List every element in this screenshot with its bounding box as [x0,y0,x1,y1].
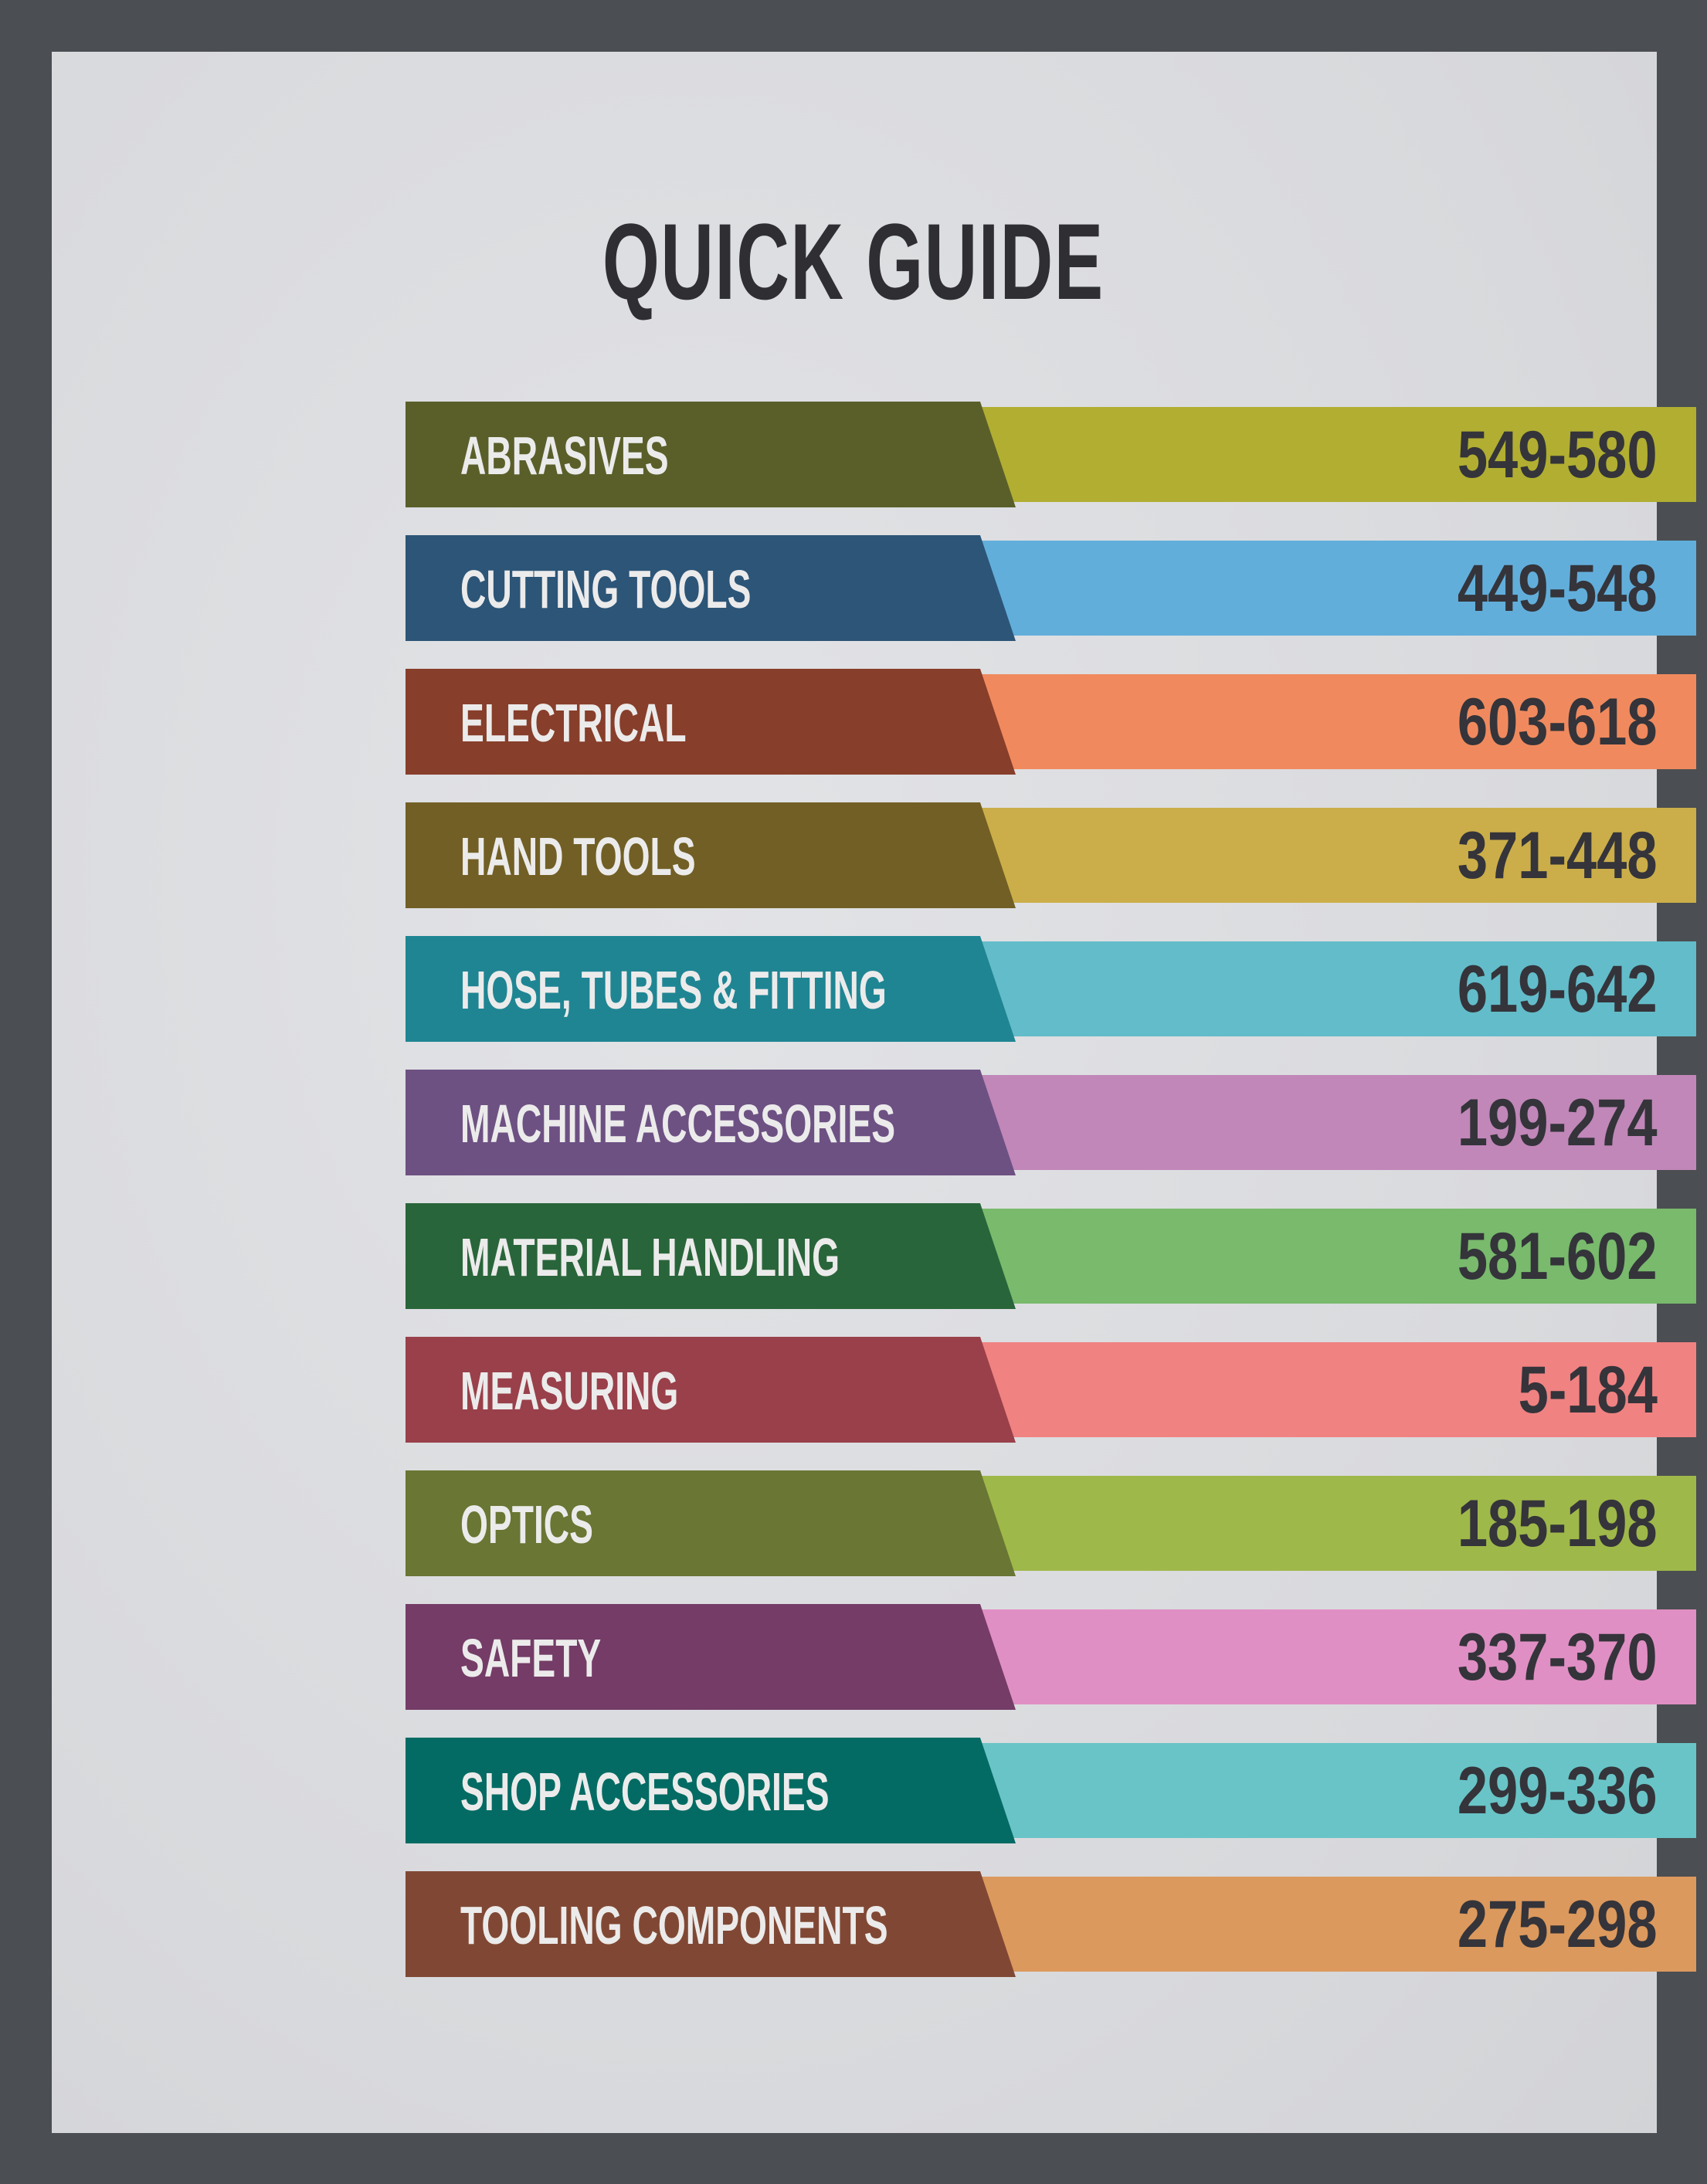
guide-entry[interactable]: 185-198 OPTICS [406,1470,1696,1576]
page-range-box: 449-548 [980,541,1696,636]
page-range-box: 603-618 [980,674,1696,769]
category-label: MACHINE ACCESSORIES [460,1094,896,1154]
page-range: 337-370 [1458,1620,1658,1694]
category-label: HOSE, TUBES & FITTING [460,960,887,1020]
guide-entry[interactable]: 619-642 HOSE, TUBES & FITTING [406,936,1696,1042]
guide-entry[interactable]: 275-298 TOOLING COMPONENTS [406,1871,1696,1977]
guide-entry[interactable]: 449-548 CUTTING TOOLS [406,535,1696,641]
page-range: 275-298 [1458,1887,1658,1962]
page-range-box: 5-184 [980,1342,1696,1437]
page-title-text: QUICK GUIDE [602,201,1105,322]
guide-entry[interactable]: 5-184 MEASURING [406,1337,1696,1443]
category-label: SAFETY [460,1628,602,1688]
category-label: MATERIAL HANDLING [460,1227,840,1287]
category-label: ABRASIVES [460,426,669,486]
page-range-box: 275-298 [980,1877,1696,1972]
page-range: 581-602 [1458,1219,1658,1294]
category-bar: CUTTING TOOLS [406,535,1016,641]
category-bar: TOOLING COMPONENTS [406,1871,1016,1977]
page-range: 5-184 [1518,1353,1658,1427]
page-range-box: 299-336 [980,1743,1696,1838]
category-bar: ABRASIVES [406,402,1016,507]
category-bar: OPTICS [406,1470,1016,1576]
category-bar: MEASURING [406,1337,1016,1443]
page-range: 185-198 [1458,1487,1658,1561]
page-range-box: 581-602 [980,1209,1696,1304]
category-bar: MACHINE ACCESSORIES [406,1070,1016,1175]
category-bar: SAFETY [406,1604,1016,1710]
page-range: 449-548 [1458,551,1658,626]
guide-entry[interactable]: 371-448 HAND TOOLS [406,802,1696,908]
page-range: 619-642 [1458,952,1658,1026]
category-bar: MATERIAL HANDLING [406,1203,1016,1309]
category-bar: HOSE, TUBES & FITTING [406,936,1016,1042]
page-title: QUICK GUIDE [0,199,1707,324]
page-range: 199-274 [1458,1086,1658,1160]
guide-entry[interactable]: 199-274 MACHINE ACCESSORIES [406,1070,1696,1175]
page-range-box: 619-642 [980,941,1696,1036]
category-label: ELECTRICAL [460,693,687,753]
category-label: OPTICS [460,1494,593,1555]
category-label: TOOLING COMPONENTS [460,1895,888,1955]
category-bar: SHOP ACCESSORIES [406,1738,1016,1843]
category-label: MEASURING [460,1361,679,1421]
category-bar: HAND TOOLS [406,802,1016,908]
guide-entry[interactable]: 337-370 SAFETY [406,1604,1696,1710]
category-bar: ELECTRICAL [406,669,1016,775]
page-range: 549-580 [1458,418,1658,492]
page-range-box: 549-580 [980,407,1696,502]
page-range-box: 185-198 [980,1476,1696,1571]
page-range: 603-618 [1458,685,1658,759]
page-range-box: 199-274 [980,1075,1696,1170]
guide-entry[interactable]: 299-336 SHOP ACCESSORIES [406,1738,1696,1843]
page-range: 371-448 [1458,819,1658,893]
page-range: 299-336 [1458,1754,1658,1828]
category-label: SHOP ACCESSORIES [460,1762,830,1822]
page-range-box: 337-370 [980,1609,1696,1704]
guide-entry[interactable]: 549-580 ABRASIVES [406,402,1696,507]
category-label: HAND TOOLS [460,826,696,887]
page-range-box: 371-448 [980,808,1696,903]
category-label: CUTTING TOOLS [460,559,752,619]
guide-entry[interactable]: 581-602 MATERIAL HANDLING [406,1203,1696,1309]
guide-entry[interactable]: 603-618 ELECTRICAL [406,669,1696,775]
